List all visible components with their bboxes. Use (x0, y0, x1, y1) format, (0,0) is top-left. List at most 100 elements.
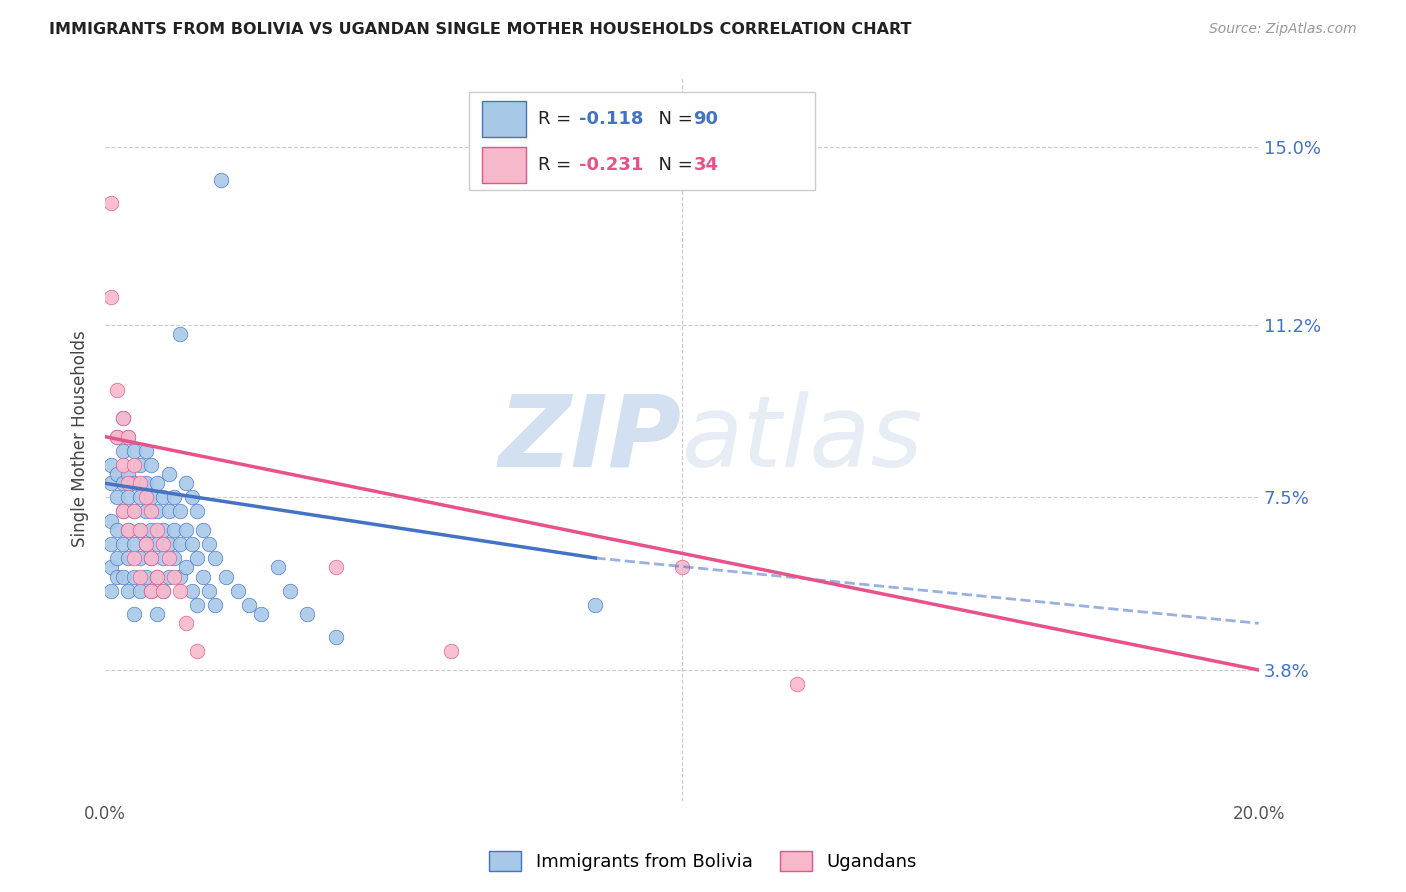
Point (117, 491, 139, 505)
Point (122, 607, 145, 621)
Point (325, 630, 347, 644)
Point (152, 523, 174, 537)
Point (100, 458, 122, 472)
Point (198, 583, 221, 598)
Point (141, 583, 163, 598)
Point (671, 560, 693, 574)
Point (163, 491, 186, 505)
Text: -0.118: -0.118 (579, 111, 644, 128)
Point (186, 598, 208, 612)
Text: N =: N = (647, 156, 699, 174)
Point (128, 476, 150, 491)
Point (117, 476, 139, 491)
Point (186, 551, 208, 566)
Text: Source: ZipAtlas.com: Source: ZipAtlas.com (1209, 22, 1357, 37)
Point (100, 196, 122, 211)
Point (250, 607, 273, 621)
Point (325, 560, 347, 574)
FancyBboxPatch shape (482, 147, 526, 183)
Point (152, 583, 174, 598)
Point (105, 551, 128, 566)
Point (193, 569, 215, 583)
Point (157, 551, 180, 566)
Point (141, 523, 163, 537)
Point (193, 523, 215, 537)
Point (157, 537, 180, 551)
Point (100, 560, 122, 574)
Point (100, 537, 122, 551)
Point (146, 537, 169, 551)
Point (440, 644, 463, 658)
Point (786, 677, 808, 691)
Point (128, 551, 150, 566)
Text: ZIP: ZIP (499, 391, 682, 488)
Point (169, 537, 191, 551)
Text: R =: R = (537, 156, 576, 174)
Point (100, 476, 122, 491)
Point (105, 467, 128, 481)
Point (174, 523, 197, 537)
Point (135, 537, 157, 551)
Point (135, 569, 157, 583)
Text: -0.231: -0.231 (579, 156, 644, 174)
Point (122, 504, 145, 518)
Point (152, 583, 174, 598)
Point (100, 290, 122, 304)
Point (141, 551, 163, 566)
Point (152, 537, 174, 551)
Point (174, 560, 197, 574)
Point (186, 644, 208, 658)
Text: atlas: atlas (682, 391, 924, 488)
Point (135, 443, 157, 458)
Point (180, 491, 202, 505)
Point (180, 583, 202, 598)
Point (204, 551, 226, 566)
Point (128, 569, 150, 583)
Point (238, 598, 260, 612)
Point (111, 476, 134, 491)
Point (122, 537, 145, 551)
FancyBboxPatch shape (468, 92, 814, 189)
Point (278, 583, 301, 598)
Point (204, 598, 226, 612)
Point (295, 607, 318, 621)
Point (117, 583, 139, 598)
Point (117, 523, 139, 537)
Point (267, 560, 290, 574)
Point (174, 616, 197, 631)
Point (174, 476, 197, 491)
Point (105, 491, 128, 505)
Point (198, 537, 221, 551)
Point (122, 551, 145, 566)
Point (141, 491, 163, 505)
Point (169, 583, 191, 598)
Y-axis label: Single Mother Households: Single Mother Households (72, 331, 89, 548)
Point (146, 569, 169, 583)
Point (128, 491, 150, 505)
Point (152, 551, 174, 566)
Point (117, 523, 139, 537)
Point (169, 569, 191, 583)
Point (117, 467, 139, 481)
Point (111, 504, 134, 518)
Point (128, 523, 150, 537)
Point (226, 583, 249, 598)
Point (141, 458, 163, 472)
Point (152, 491, 174, 505)
Point (141, 551, 163, 566)
Point (169, 326, 191, 341)
Point (141, 504, 163, 518)
Point (169, 504, 191, 518)
Point (215, 569, 238, 583)
Point (105, 569, 128, 583)
Point (146, 607, 169, 621)
Point (122, 458, 145, 472)
Point (585, 598, 607, 612)
Point (117, 430, 139, 444)
Point (105, 430, 128, 444)
Point (157, 504, 180, 518)
Point (163, 523, 186, 537)
Point (117, 551, 139, 566)
Point (128, 583, 150, 598)
Point (111, 504, 134, 518)
